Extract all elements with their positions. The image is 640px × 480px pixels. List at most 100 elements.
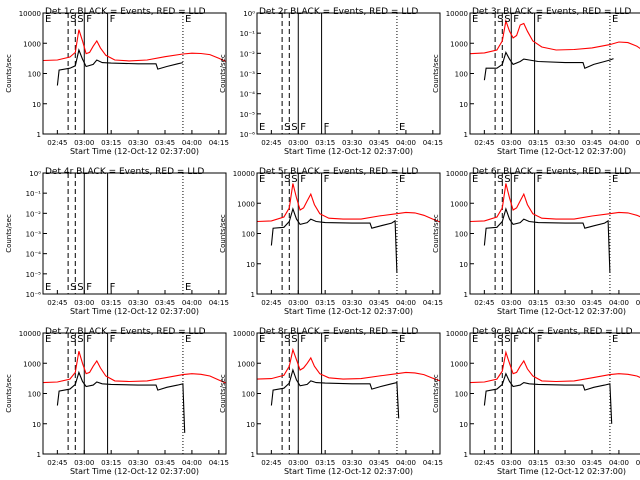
x-tick-label: 04:15 xyxy=(209,139,229,147)
marker-label-f: F xyxy=(86,334,92,345)
x-tick-label: 03:45 xyxy=(155,299,175,307)
x-tick-label: 03:30 xyxy=(342,459,362,467)
x-tick-label: 03:00 xyxy=(74,459,94,467)
y-tick-label: 1 xyxy=(464,291,468,299)
x-tick-label: 03:45 xyxy=(582,139,602,147)
x-axis-label: Start Time (12-Oct-12 02:37:00) xyxy=(497,147,626,156)
y-axis-label: Counts/sec xyxy=(5,54,13,93)
x-tick-label: 04:15 xyxy=(636,299,640,307)
marker-label-f: F xyxy=(110,282,116,293)
y-tick-label: 1 xyxy=(37,131,41,139)
x-tick-label: 03:00 xyxy=(501,299,521,307)
series-events-line xyxy=(56,370,186,433)
marker-label-e: E xyxy=(399,334,405,345)
chart-title: Det 7c BLACK = Events, RED = LLD xyxy=(45,327,206,337)
marker-label-e: E xyxy=(399,122,405,133)
y-tick-label: 10⁻⁶ xyxy=(26,291,42,299)
x-tick-label: 03:45 xyxy=(369,299,389,307)
x-tick-label: 03:45 xyxy=(155,459,175,467)
chart-title: Det 3r BLACK = Events, RED = LLD xyxy=(472,7,631,17)
chart-title: Det 2r BLACK = Events, RED = LLD xyxy=(259,7,418,17)
x-tick-label: 03:00 xyxy=(74,139,94,147)
y-tick-label: 10 xyxy=(246,261,255,269)
marker-label-e: E xyxy=(185,282,191,293)
plot-frame xyxy=(42,12,227,135)
y-tick-label: 10 xyxy=(32,101,41,109)
x-tick-label: 04:00 xyxy=(609,139,629,147)
series-events-line xyxy=(483,207,611,273)
marker-label-f: F xyxy=(86,14,92,25)
x-tick-label: 03:30 xyxy=(342,139,362,147)
x-axis-label: Start Time (12-Oct-12 02:37:00) xyxy=(70,147,199,156)
y-axis-label: Counts/sec xyxy=(5,214,13,253)
y-tick-label: 10 xyxy=(459,421,468,429)
marker-label-e: E xyxy=(472,334,478,345)
x-axis-label: Start Time (12-Oct-12 02:37:00) xyxy=(70,307,199,316)
series-lld-line xyxy=(42,351,227,384)
marker-label-f: F xyxy=(324,334,330,345)
x-axis-label: Start Time (12-Oct-12 02:37:00) xyxy=(284,307,413,316)
x-tick-label: 03:30 xyxy=(555,299,575,307)
x-tick-label: 02:45 xyxy=(261,459,281,467)
marker-label-e: E xyxy=(612,174,618,185)
y-tick-label: 10⁻² xyxy=(26,210,42,218)
y-tick-label: 100 xyxy=(455,391,468,399)
x-tick-label: 03:30 xyxy=(128,299,148,307)
marker-label-f: F xyxy=(324,174,330,185)
chart-title: Det 1c BLACK = Events, RED = LLD xyxy=(45,7,206,17)
y-tick-label: 10⁻¹ xyxy=(240,30,256,38)
marker-label-s: S xyxy=(77,334,83,345)
x-tick-label: 02:45 xyxy=(47,299,67,307)
x-tick-label: 03:45 xyxy=(155,139,175,147)
marker-label-s: S xyxy=(77,14,83,25)
series-events-line xyxy=(270,207,398,273)
x-tick-label: 03:45 xyxy=(582,299,602,307)
marker-label-f: F xyxy=(537,14,543,25)
x-tick-label: 04:00 xyxy=(609,299,629,307)
marker-label-e: E xyxy=(259,334,265,345)
marker-label-e: E xyxy=(185,14,191,25)
x-tick-label: 04:15 xyxy=(209,299,229,307)
y-tick-label: 10⁻¹ xyxy=(26,190,42,198)
x-tick-label: 02:45 xyxy=(261,299,281,307)
marker-label-e: E xyxy=(45,14,51,25)
chart-title: Det 9c BLACK = Events, RED = LLD xyxy=(472,327,633,337)
y-tick-label: 100 xyxy=(242,231,255,239)
y-tick-label: 10⁻⁴ xyxy=(26,251,42,259)
x-axis-label: Start Time (12-Oct-12 02:37:00) xyxy=(497,467,626,476)
marker-label-e: E xyxy=(185,334,191,345)
y-tick-label: 10000 xyxy=(446,10,468,18)
y-tick-label: 10 xyxy=(32,421,41,429)
plot-frame xyxy=(256,332,441,455)
series-lld-line xyxy=(469,350,640,384)
marker-label-s: S xyxy=(497,174,503,185)
x-tick-label: 04:15 xyxy=(636,139,640,147)
y-tick-label: 1 xyxy=(464,451,468,459)
x-tick-label: 03:15 xyxy=(101,139,121,147)
x-tick-label: 03:15 xyxy=(101,299,121,307)
x-tick-label: 04:15 xyxy=(209,459,229,467)
x-tick-label: 03:15 xyxy=(315,459,335,467)
marker-label-e: E xyxy=(399,174,405,185)
y-tick-label: 10000 xyxy=(446,330,468,338)
x-tick-label: 04:15 xyxy=(423,459,443,467)
x-tick-label: 02:45 xyxy=(47,459,67,467)
x-tick-label: 02:45 xyxy=(474,139,494,147)
x-tick-label: 03:00 xyxy=(288,299,308,307)
marker-label-e: E xyxy=(612,334,618,345)
x-tick-label: 02:45 xyxy=(474,299,494,307)
y-tick-label: 10⁰ xyxy=(243,10,255,18)
y-tick-label: 100 xyxy=(242,391,255,399)
marker-label-f: F xyxy=(513,14,519,25)
y-tick-label: 1000 xyxy=(450,360,468,368)
x-tick-label: 03:30 xyxy=(555,139,575,147)
marker-label-f: F xyxy=(513,334,519,345)
x-tick-label: 03:45 xyxy=(369,459,389,467)
x-tick-label: 04:00 xyxy=(396,459,416,467)
marker-label-e: E xyxy=(259,122,265,133)
